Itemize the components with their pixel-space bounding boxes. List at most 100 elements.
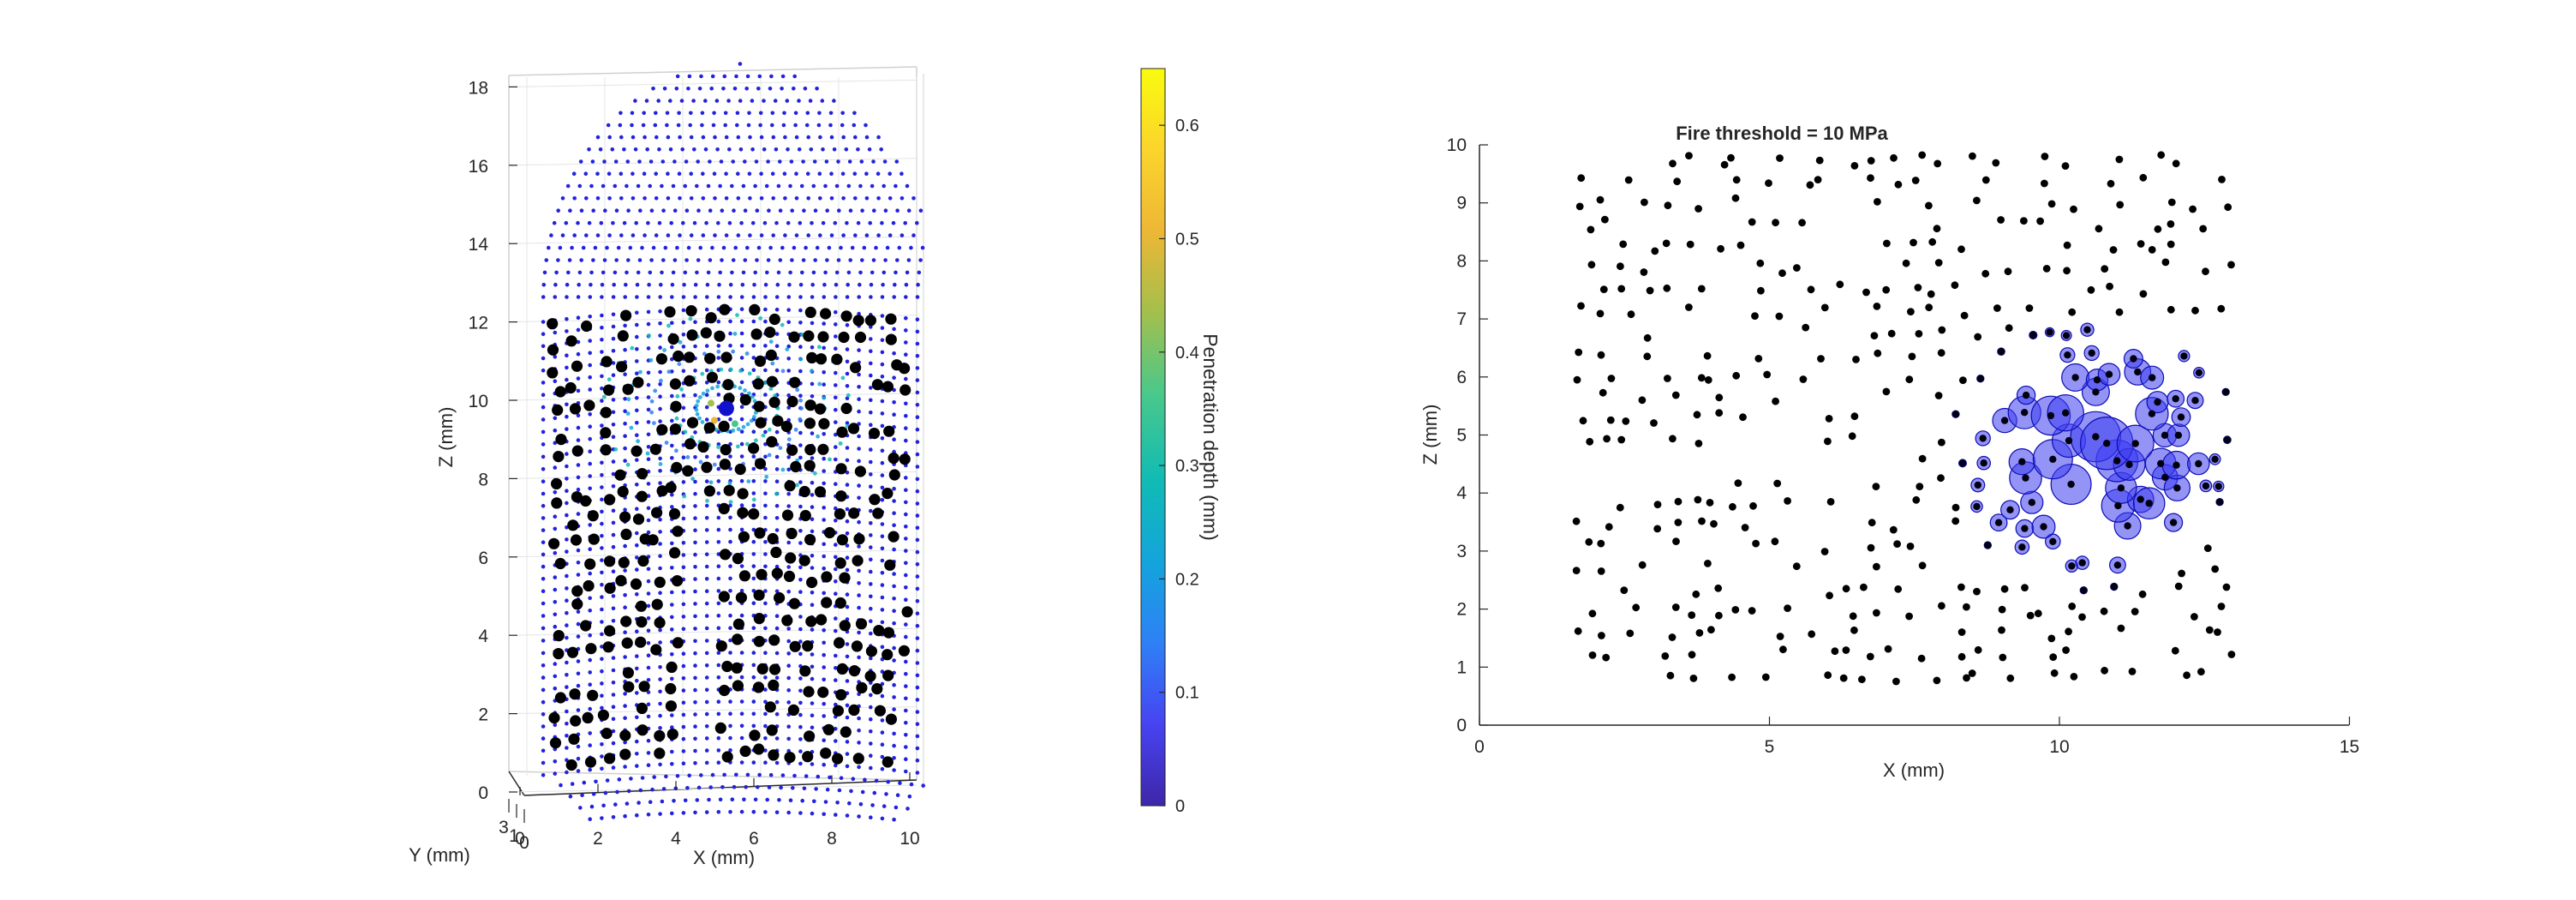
lattice-point (565, 573, 569, 579)
lattice-point (776, 183, 781, 189)
sensor-point-2d (2034, 609, 2042, 618)
lattice-point (652, 775, 656, 779)
lattice-point (646, 591, 651, 596)
lattice-point (751, 491, 756, 495)
lattice-point (646, 518, 651, 523)
sensor-point (785, 552, 797, 564)
lattice-point (915, 513, 920, 518)
lattice-point (635, 543, 639, 548)
lattice-point (720, 258, 724, 262)
lattice-point (600, 423, 604, 428)
sensor-point (885, 313, 897, 325)
sensor-point-2d (1911, 177, 1920, 184)
lattice-point (904, 282, 909, 287)
sensor-point-2d (1916, 483, 1924, 490)
sensor-point (838, 331, 850, 344)
lattice-point (741, 183, 746, 189)
firing-bubbles (1951, 322, 2232, 595)
sensor-point-2d (1638, 396, 1647, 405)
lattice-point (553, 550, 558, 555)
lattice-point (786, 675, 791, 681)
lattice-point (681, 663, 686, 669)
lattice-point (600, 595, 604, 599)
sensor-point (851, 640, 864, 652)
sensor-point (803, 330, 815, 342)
sensor-point-2d (1928, 237, 1937, 246)
lattice-point (824, 159, 829, 164)
sensor-point (619, 511, 631, 523)
bubble-centers (1951, 326, 2232, 594)
sensor-point (768, 634, 780, 646)
sensor-point-2d (2005, 324, 2013, 333)
sensor-point (601, 728, 613, 740)
lattice-point (864, 196, 870, 201)
lattice-point (845, 359, 850, 364)
lattice-point (623, 446, 627, 451)
sensor-point (704, 352, 716, 364)
lattice-point (600, 485, 604, 489)
sensor-point (551, 477, 563, 490)
lattice-point (565, 673, 569, 677)
lattice-point (724, 196, 729, 201)
lattice-point (681, 565, 686, 570)
lattice-point (869, 717, 873, 722)
lattice-point (739, 588, 744, 593)
sensor-point-2d (2224, 203, 2232, 212)
lattice-point (657, 220, 662, 225)
sensor-point-2d (2202, 267, 2209, 276)
sensor-point (697, 441, 709, 453)
lattice-point (736, 233, 741, 237)
lattice-point (607, 196, 612, 201)
lattice-point (858, 282, 862, 287)
halo-point (744, 351, 750, 356)
lattice-point (703, 147, 708, 152)
lattice-point (619, 171, 624, 176)
lattice-point (793, 111, 798, 116)
lattice-point (622, 147, 626, 152)
lattice-point (600, 669, 604, 674)
lattice-point (541, 295, 546, 299)
lattice-point (693, 528, 697, 532)
lattice-point (825, 787, 830, 792)
lattice-point (905, 270, 910, 275)
sensor-point (835, 463, 847, 475)
lattice-point (845, 567, 850, 573)
lattice-point (763, 564, 768, 569)
lattice-point (730, 797, 735, 801)
lattice-point (751, 564, 756, 568)
lattice-point (724, 135, 729, 140)
sensor-point-2d (2116, 201, 2125, 209)
lattice-point (576, 475, 581, 480)
z-axis-label: Z (mm) (435, 407, 457, 468)
sensor-point-2d (1862, 288, 1870, 297)
sensor-point-2d (1622, 417, 1630, 425)
lattice-point (670, 811, 674, 816)
lattice-point (566, 270, 571, 275)
halo-point (817, 381, 822, 387)
lattice-point (857, 348, 861, 352)
lattice-point (541, 516, 546, 520)
sensor-point-2d (2070, 205, 2077, 213)
sensor-point-2d (1784, 497, 1792, 505)
sensor-point (836, 426, 848, 438)
lattice-point (904, 488, 908, 492)
lattice-point (670, 652, 674, 657)
lattice-point (553, 771, 558, 776)
sensor-point-2d (1934, 392, 1943, 399)
sensor-point-2d (1824, 437, 1832, 446)
lattice-point (892, 817, 896, 822)
lattice-point (845, 471, 850, 475)
lattice-point (895, 208, 900, 213)
sensor-point-2d (1703, 351, 1712, 360)
lattice-point (852, 111, 857, 116)
colorbar-tick-label: 0.2 (1175, 570, 1199, 589)
sensor-point-2d (1937, 349, 1945, 357)
lattice-point (578, 159, 583, 164)
sensor-point-2d (1749, 501, 1757, 510)
lattice-point (869, 484, 873, 489)
lattice-point (611, 815, 616, 819)
lattice-point (588, 412, 592, 417)
sensor-point (656, 485, 668, 497)
sensor-point-2d (1959, 376, 1967, 384)
lattice-point (576, 671, 581, 676)
